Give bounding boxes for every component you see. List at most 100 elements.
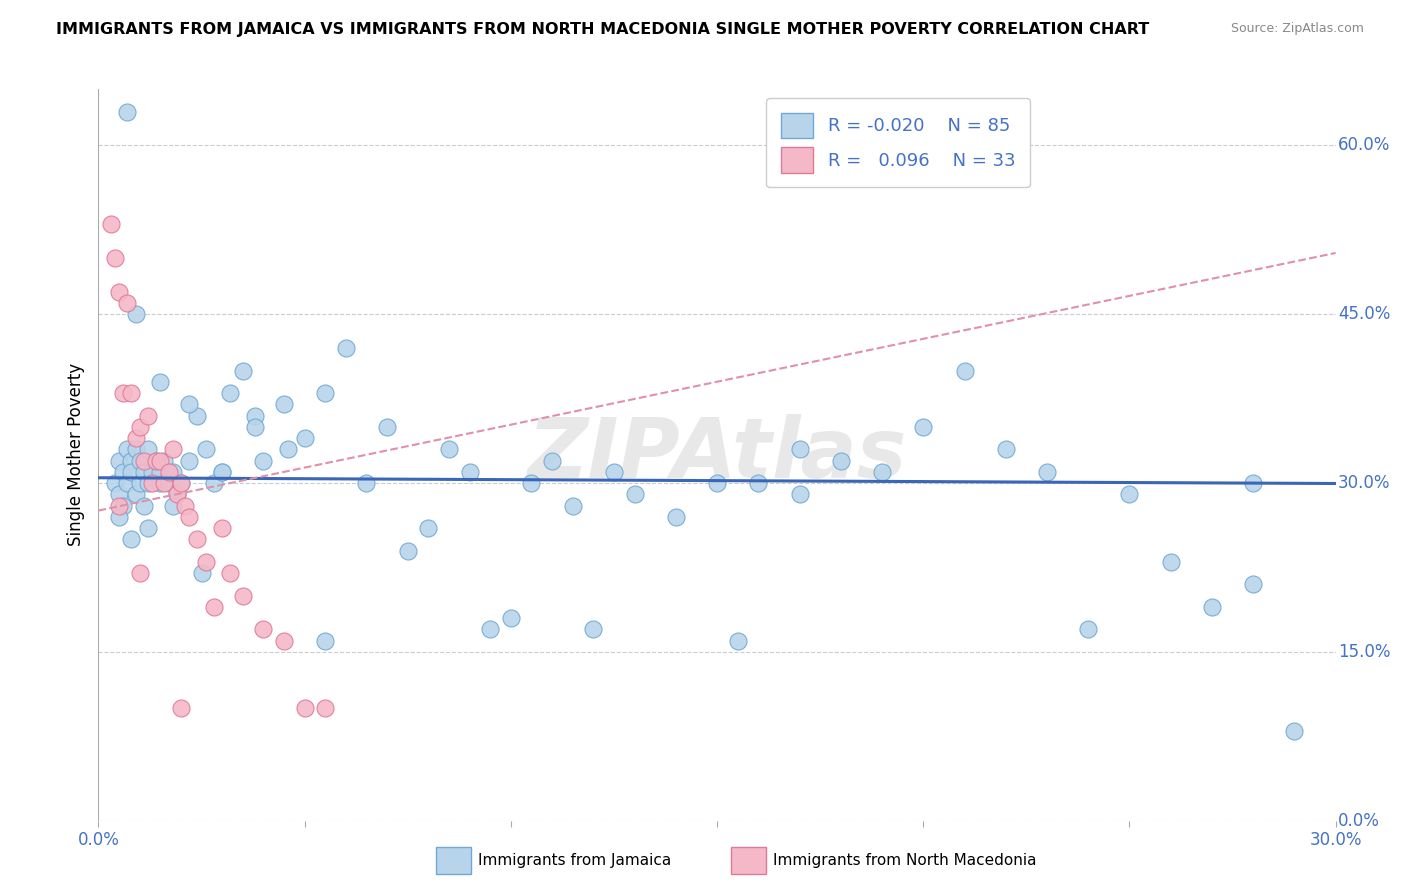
- Point: [747, 476, 769, 491]
- Point: [128, 566, 150, 580]
- Point: [124, 307, 146, 321]
- Point: [166, 487, 188, 501]
- Point: [727, 633, 749, 648]
- Point: [582, 623, 605, 637]
- Point: [124, 487, 146, 501]
- Point: [561, 499, 583, 513]
- Point: [273, 397, 295, 411]
- Point: [149, 375, 172, 389]
- Point: [124, 442, 146, 457]
- Point: [252, 453, 274, 467]
- Point: [243, 409, 266, 423]
- Text: ZIPAtlas: ZIPAtlas: [527, 415, 907, 495]
- Point: [108, 285, 131, 299]
- Point: [108, 453, 131, 467]
- Point: [1160, 555, 1182, 569]
- Point: [179, 397, 201, 411]
- Point: [112, 465, 135, 479]
- Point: [252, 623, 274, 637]
- Point: [1118, 487, 1140, 501]
- Text: 0.0%: 0.0%: [1339, 812, 1381, 830]
- Point: [789, 442, 811, 457]
- Point: [994, 442, 1017, 457]
- Point: [1284, 723, 1306, 738]
- Point: [132, 499, 155, 513]
- Point: [1036, 465, 1059, 479]
- Point: [153, 453, 176, 467]
- Point: [789, 487, 811, 501]
- Point: [132, 453, 155, 467]
- Text: Immigrants from Jamaica: Immigrants from Jamaica: [478, 854, 671, 868]
- Point: [108, 499, 131, 513]
- Point: [128, 476, 150, 491]
- Text: 30.0%: 30.0%: [1339, 474, 1391, 492]
- Point: [117, 104, 139, 119]
- Point: [153, 476, 176, 491]
- Point: [145, 453, 167, 467]
- Point: [141, 465, 163, 479]
- Point: [149, 465, 172, 479]
- Point: [294, 701, 316, 715]
- Point: [1241, 476, 1264, 491]
- Point: [458, 465, 481, 479]
- Point: [953, 363, 976, 377]
- Point: [194, 555, 217, 569]
- Point: [117, 296, 139, 310]
- Point: [149, 453, 172, 467]
- Point: [120, 453, 142, 467]
- Point: [166, 487, 188, 501]
- Point: [520, 476, 543, 491]
- Point: [912, 419, 935, 434]
- Point: [396, 543, 419, 558]
- Point: [128, 453, 150, 467]
- Point: [108, 509, 131, 524]
- Point: [157, 476, 180, 491]
- Point: [243, 419, 266, 434]
- Point: [870, 465, 893, 479]
- Text: Source: ZipAtlas.com: Source: ZipAtlas.com: [1230, 22, 1364, 36]
- Point: [145, 453, 167, 467]
- Point: [202, 476, 225, 491]
- Point: [179, 509, 201, 524]
- Point: [314, 633, 336, 648]
- Point: [136, 409, 159, 423]
- Point: [356, 476, 378, 491]
- Point: [830, 453, 852, 467]
- Point: [117, 442, 139, 457]
- Point: [136, 442, 159, 457]
- Point: [162, 465, 184, 479]
- Point: [479, 623, 502, 637]
- Point: [623, 487, 645, 501]
- Point: [132, 465, 155, 479]
- Point: [603, 465, 626, 479]
- Point: [232, 589, 254, 603]
- Point: [665, 509, 688, 524]
- Point: [162, 442, 184, 457]
- Point: [179, 453, 201, 467]
- Point: [157, 465, 180, 479]
- Point: [117, 476, 139, 491]
- Point: [170, 701, 193, 715]
- Point: [1201, 599, 1223, 614]
- Point: [375, 419, 398, 434]
- Point: [314, 701, 336, 715]
- Point: [335, 341, 357, 355]
- Point: [174, 499, 197, 513]
- Point: [277, 442, 299, 457]
- Point: [128, 419, 150, 434]
- Point: [706, 476, 728, 491]
- Point: [136, 521, 159, 535]
- Point: [211, 465, 233, 479]
- Point: [108, 487, 131, 501]
- Point: [211, 465, 233, 479]
- Point: [136, 476, 159, 491]
- Point: [219, 386, 242, 401]
- Point: [104, 251, 127, 265]
- Point: [186, 533, 208, 547]
- Point: [1077, 623, 1099, 637]
- Text: Immigrants from North Macedonia: Immigrants from North Macedonia: [773, 854, 1036, 868]
- Point: [202, 599, 225, 614]
- Point: [541, 453, 564, 467]
- Point: [186, 409, 208, 423]
- Text: IMMIGRANTS FROM JAMAICA VS IMMIGRANTS FROM NORTH MACEDONIA SINGLE MOTHER POVERTY: IMMIGRANTS FROM JAMAICA VS IMMIGRANTS FR…: [56, 22, 1150, 37]
